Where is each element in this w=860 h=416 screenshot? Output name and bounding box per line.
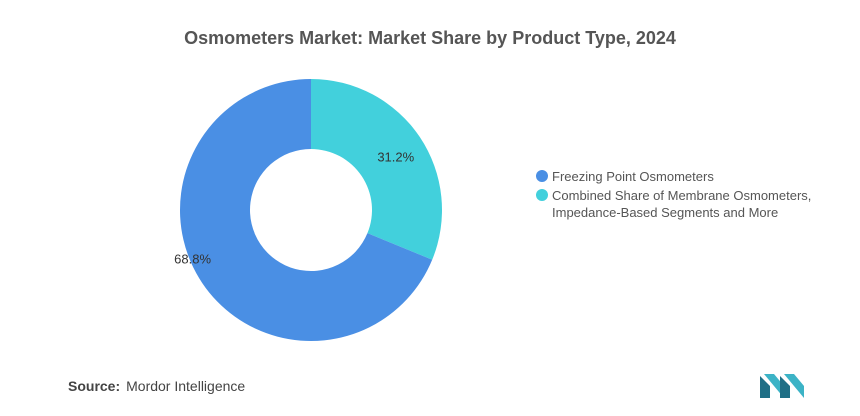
legend-item-combined-share[interactable]: Combined Share of Membrane Osmometers, I…: [536, 187, 846, 221]
legend-label: Combined Share of Membrane Osmometers, I…: [552, 188, 812, 220]
legend-label: Freezing Point Osmometers: [552, 169, 714, 184]
legend-marker-icon: [536, 189, 548, 201]
data-label: 68.8%: [174, 251, 211, 266]
legend-marker-icon: [536, 170, 548, 182]
legend-item-freezing-point[interactable]: Freezing Point Osmometers: [536, 168, 846, 185]
chart-title: Osmometers Market: Market Share by Produ…: [184, 28, 676, 48]
donut-slice-combined-share[interactable]: [311, 79, 443, 260]
mordor-intelligence-logo-icon: [760, 374, 804, 398]
data-label: 31.2%: [377, 149, 414, 164]
donut-slice-freezing-point[interactable]: [180, 79, 433, 341]
source-value: Mordor Intelligence: [126, 378, 246, 394]
chart-legend: Freezing Point Osmometers Combined Share…: [536, 168, 846, 223]
source-credit: Source: Mordor Intelligence: [68, 378, 245, 394]
source-label: Source:: [68, 378, 121, 394]
